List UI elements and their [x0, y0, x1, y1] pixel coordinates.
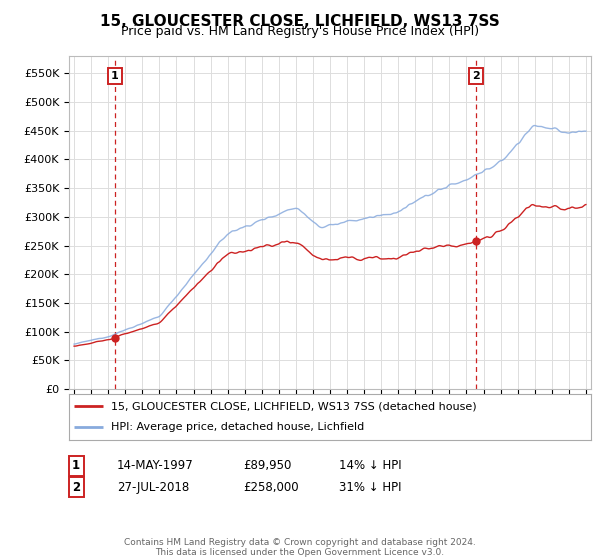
Text: 15, GLOUCESTER CLOSE, LICHFIELD, WS13 7SS (detached house): 15, GLOUCESTER CLOSE, LICHFIELD, WS13 7S… [111, 401, 476, 411]
Text: 1: 1 [72, 459, 80, 473]
Text: 1: 1 [110, 71, 118, 81]
Text: 27-JUL-2018: 27-JUL-2018 [117, 480, 189, 494]
Text: 2: 2 [472, 71, 480, 81]
Text: 31% ↓ HPI: 31% ↓ HPI [339, 480, 401, 494]
Text: 15, GLOUCESTER CLOSE, LICHFIELD, WS13 7SS: 15, GLOUCESTER CLOSE, LICHFIELD, WS13 7S… [100, 14, 500, 29]
Text: HPI: Average price, detached house, Lichfield: HPI: Average price, detached house, Lich… [111, 422, 364, 432]
Text: £258,000: £258,000 [243, 480, 299, 494]
Text: 14% ↓ HPI: 14% ↓ HPI [339, 459, 401, 473]
Text: Price paid vs. HM Land Registry's House Price Index (HPI): Price paid vs. HM Land Registry's House … [121, 25, 479, 38]
Text: £89,950: £89,950 [243, 459, 292, 473]
Text: 2: 2 [72, 480, 80, 494]
Text: Contains HM Land Registry data © Crown copyright and database right 2024.
This d: Contains HM Land Registry data © Crown c… [124, 538, 476, 557]
Text: 14-MAY-1997: 14-MAY-1997 [117, 459, 194, 473]
